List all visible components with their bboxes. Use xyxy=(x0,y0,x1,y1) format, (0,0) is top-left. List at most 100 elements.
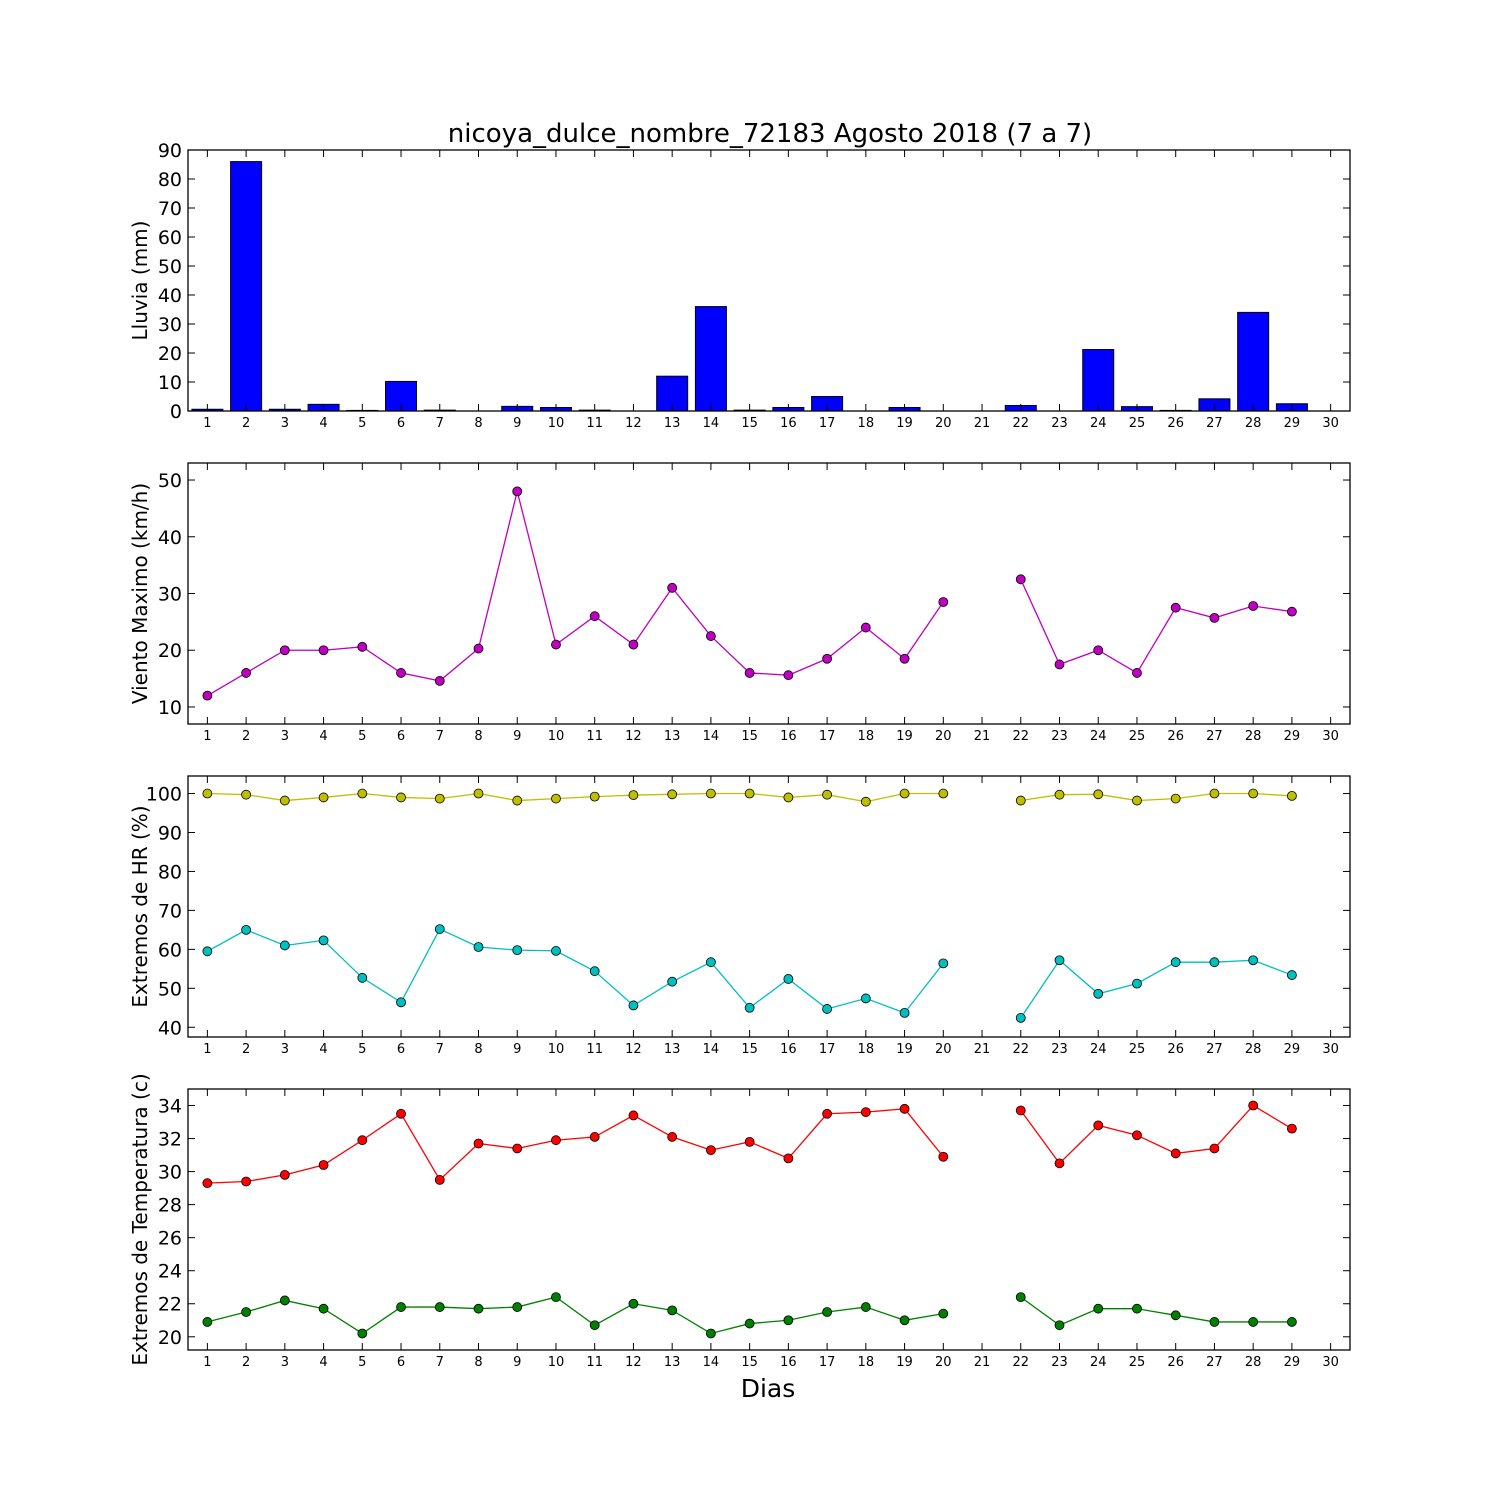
panel-2-ytick-label: 40 xyxy=(158,527,182,549)
chart-title: nicoya_dulce_nombre_72183 Agosto 2018 (7… xyxy=(448,119,1092,149)
panel-3-xtick-label: 13 xyxy=(664,1042,681,1057)
panel-2-xtick-label: 21 xyxy=(974,729,991,744)
panel-4-series-1-point-day-1 xyxy=(202,1178,213,1189)
panel-1-xtick-label: 2 xyxy=(242,416,250,431)
panel-1-xtick-label: 1 xyxy=(203,416,211,431)
panel-3-series-1-line-1 xyxy=(207,792,944,803)
panel-4-ytick-label: 20 xyxy=(158,1327,182,1349)
panel-4-y-axis-label: Extremos de Temperatura (c) xyxy=(128,1073,152,1365)
panel-4-ytick-label: 30 xyxy=(158,1162,182,1184)
panel-4-xtick-label: 8 xyxy=(474,1355,482,1370)
panel-3-xtick-label: 25 xyxy=(1129,1042,1146,1057)
panel-3-xtick-label: 22 xyxy=(1012,1042,1029,1057)
panel-4-series-1-point-day-25 xyxy=(1132,1130,1142,1141)
panel-2-series-1-point-day-29 xyxy=(1287,606,1297,617)
panel-3-series-1-point-day-14 xyxy=(706,788,716,799)
panel-3-series-2-point-day-15 xyxy=(744,1002,755,1013)
panel-3-xtick-label: 26 xyxy=(1167,1042,1184,1057)
panel-2-xtick-label: 7 xyxy=(436,729,444,744)
panel-3-series-2-point-day-7 xyxy=(434,924,445,934)
panel-2-series-1-point-day-11 xyxy=(589,611,600,622)
panel-3-series-2-point-day-17 xyxy=(822,1004,832,1014)
panel-2-series-1-point-day-18 xyxy=(860,622,871,633)
panel-4-series-2-line-1 xyxy=(207,1296,944,1335)
panel-1-xtick-label: 25 xyxy=(1129,416,1146,431)
panel-4-series-2-point-day-7 xyxy=(434,1302,445,1312)
panel-4-frame xyxy=(187,1088,1351,1351)
panel-4-series-2-point-day-16 xyxy=(783,1315,794,1326)
panel-3-series-1-point-day-3 xyxy=(279,795,290,806)
panel-2-series-1-point-day-3 xyxy=(279,645,290,656)
panel-3-series-1-point-day-27 xyxy=(1209,788,1220,799)
panel-4-xtick-label: 1 xyxy=(203,1355,211,1370)
panel-4-ytick-label: 28 xyxy=(158,1195,182,1217)
panel-4-ytick-label: 24 xyxy=(158,1261,182,1283)
panel-4-series-2-point-day-8 xyxy=(473,1303,484,1314)
panel-1-ytick-label: 70 xyxy=(158,198,182,220)
panel-2-series-1-point-day-7 xyxy=(434,675,445,686)
panel-4-series-2-point-day-25 xyxy=(1132,1303,1142,1314)
panel-4-series-1-point-day-14 xyxy=(706,1145,716,1156)
panel-4-xtick-label: 14 xyxy=(703,1355,720,1370)
panel-3-series-2-point-day-19 xyxy=(899,1007,910,1018)
panel-3-series-2-point-day-9 xyxy=(512,945,523,956)
panel-1-xtick-label: 15 xyxy=(741,416,758,431)
panel-4-series-1-point-day-13 xyxy=(667,1132,678,1142)
panel-4-series-1-point-day-6 xyxy=(396,1108,406,1119)
panel-3-series-2-point-day-16 xyxy=(783,974,794,984)
panel-4-series-2-point-day-15 xyxy=(744,1318,755,1329)
panel-3-series-1-point-day-4 xyxy=(318,792,329,803)
panel-4-xtick-label: 11 xyxy=(586,1355,603,1370)
panel-3-xtick-label: 6 xyxy=(397,1042,405,1057)
panel-3-xtick-label: 16 xyxy=(780,1042,797,1057)
panel-1-xtick-label: 17 xyxy=(819,416,836,431)
panel-2-ytick-label: 10 xyxy=(158,697,182,719)
panel-3-xtick-label: 4 xyxy=(319,1042,327,1057)
panel-3-xtick-label: 15 xyxy=(741,1042,758,1057)
panel-3-xtick-label: 30 xyxy=(1322,1042,1339,1057)
panel-4-series-1-line-1 xyxy=(207,1108,944,1184)
panel-4-series-1-point-day-24 xyxy=(1093,1120,1104,1131)
panel-4-xtick-label: 7 xyxy=(436,1355,444,1370)
panel-4-series-2-point-day-28 xyxy=(1248,1317,1259,1327)
panel-3-series-1-point-day-16 xyxy=(783,792,794,803)
panel-1-xtick-label: 9 xyxy=(513,416,521,431)
panel-4-series-2-point-day-26 xyxy=(1170,1310,1181,1321)
panel-3-series-2-point-day-13 xyxy=(667,976,678,987)
panel-3-series-1-point-day-28 xyxy=(1248,788,1259,799)
panel-2-ytick-label: 30 xyxy=(158,584,182,606)
panel-3-y-axis-label: Extremos de HR (%) xyxy=(128,805,152,1007)
panel-1-xtick-label: 3 xyxy=(281,416,289,431)
panel-3-xtick-label: 27 xyxy=(1206,1042,1223,1057)
panel-3-series-2-point-day-26 xyxy=(1170,957,1181,968)
panel-2-series-1-point-day-22 xyxy=(1015,574,1026,585)
panel-3-series-1-point-day-19 xyxy=(899,788,910,799)
panel-3-series-2-point-day-18 xyxy=(860,993,871,1004)
panel-3-xtick-label: 20 xyxy=(935,1042,952,1057)
panel-4-ytick-label: 22 xyxy=(158,1294,182,1316)
panel-2-series-1-point-day-19 xyxy=(899,653,910,664)
panel-4-xtick-label: 16 xyxy=(780,1355,797,1370)
panel-3-series-1-point-day-2 xyxy=(241,789,252,800)
panel-3-series-1-point-day-24 xyxy=(1093,789,1104,800)
panel-1-bar-day-28 xyxy=(1237,311,1270,412)
panel-3-series-2-line-2 xyxy=(1020,959,1293,1019)
panel-2-series-1-point-day-27 xyxy=(1209,613,1220,623)
panel-1-ytick-label: 60 xyxy=(158,227,182,249)
panel-3-series-2-point-day-22 xyxy=(1015,1013,1026,1023)
panel-3-xtick-label: 7 xyxy=(436,1042,444,1057)
panel-2-frame xyxy=(187,462,1351,725)
panel-3-xtick-label: 14 xyxy=(703,1042,720,1057)
panel-4-series-1-point-day-20 xyxy=(938,1151,949,1162)
panel-1-xtick-label: 24 xyxy=(1090,416,1107,431)
panel-4-xtick-label: 23 xyxy=(1051,1355,1068,1370)
panel-4-series-1-point-day-26 xyxy=(1170,1148,1181,1159)
panel-3-xtick-label: 23 xyxy=(1051,1042,1068,1057)
panel-3-xtick-label: 21 xyxy=(974,1042,991,1057)
panel-2-series-1-point-day-2 xyxy=(241,668,252,678)
panel-2-series-1-point-day-12 xyxy=(628,639,639,650)
panel-3-series-1-point-day-7 xyxy=(434,793,445,804)
panel-4-series-2-point-day-20 xyxy=(938,1308,949,1319)
panel-3-frame xyxy=(187,775,1351,1038)
